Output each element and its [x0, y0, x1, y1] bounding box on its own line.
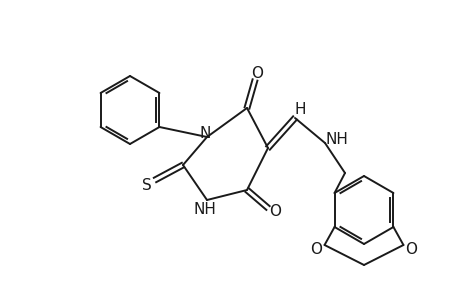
Text: NH: NH [325, 133, 347, 148]
Text: O: O [404, 242, 416, 257]
Text: N: N [199, 127, 210, 142]
Text: O: O [251, 65, 263, 80]
Text: H: H [294, 101, 305, 116]
Text: NH: NH [193, 202, 216, 217]
Text: S: S [142, 178, 151, 193]
Text: O: O [310, 242, 322, 257]
Text: O: O [269, 203, 280, 218]
